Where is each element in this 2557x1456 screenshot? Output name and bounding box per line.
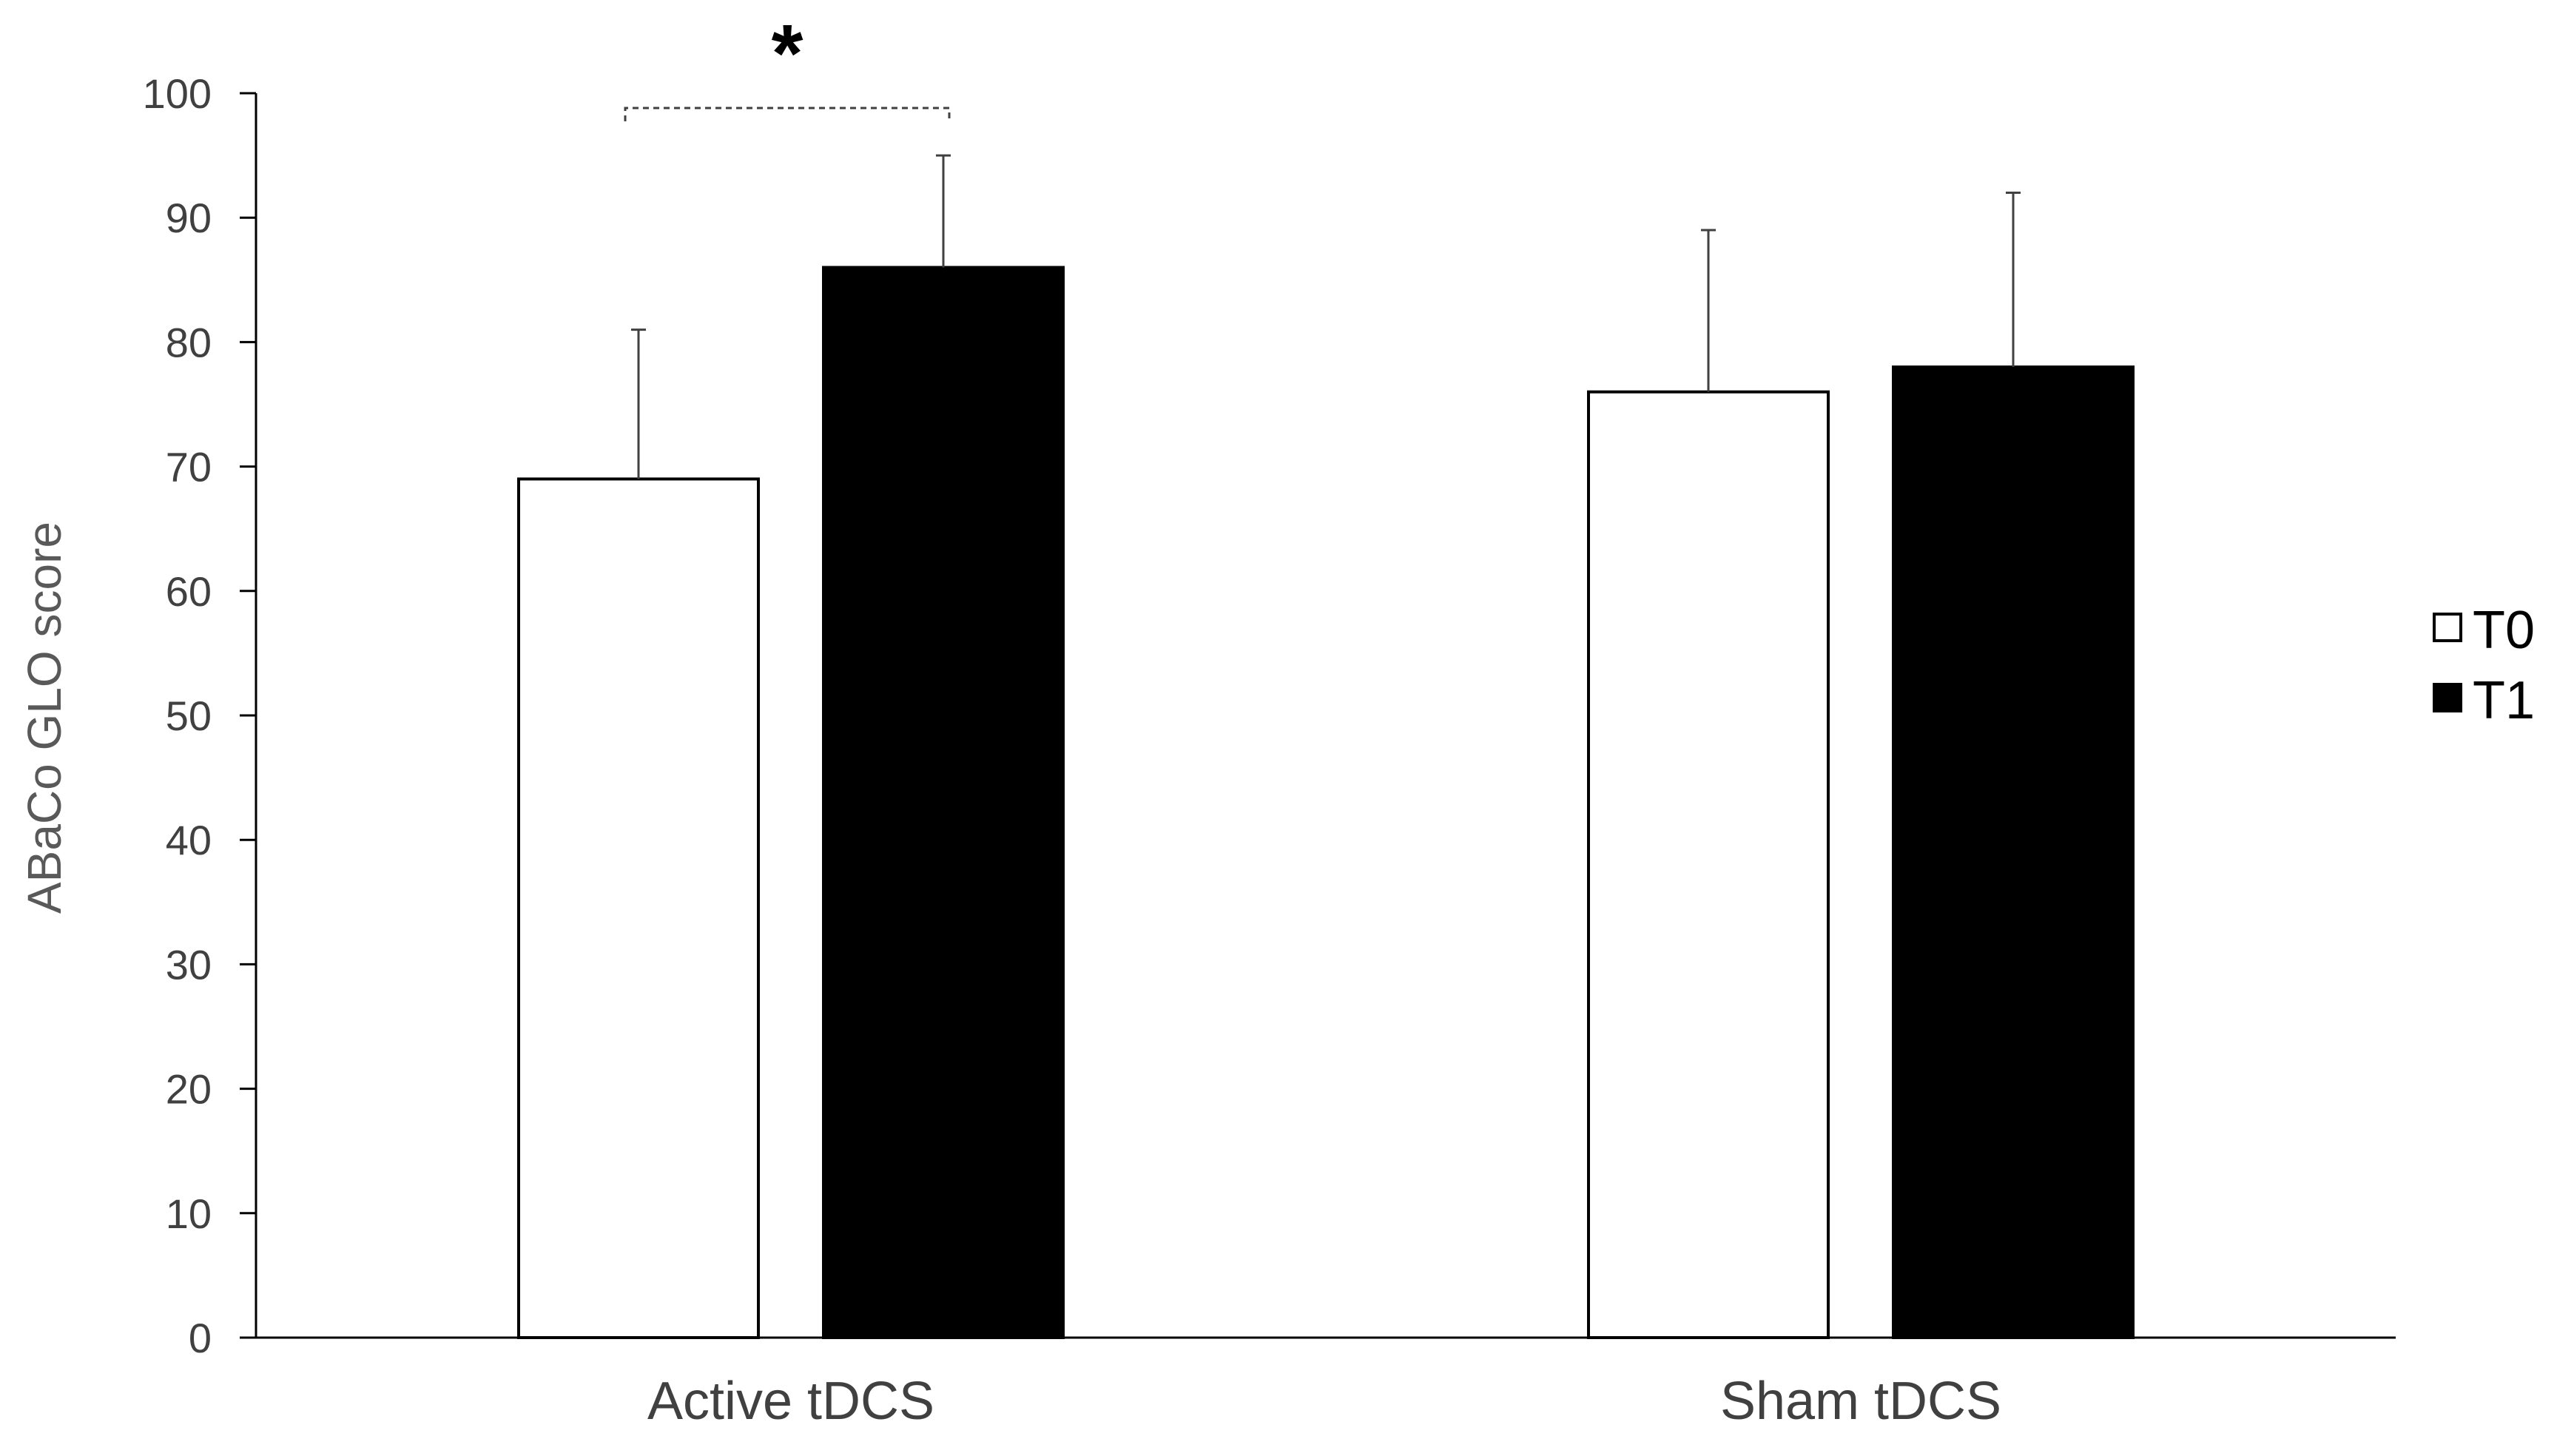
significance-star: * xyxy=(772,8,804,99)
bars-layer xyxy=(517,266,2135,1340)
significance-annotation: * xyxy=(624,8,951,121)
y-tick-label: 70 xyxy=(166,444,212,491)
y-axis-title: ABaCo GLO score xyxy=(18,522,71,914)
bar-t0-1 xyxy=(1587,390,1830,1339)
legend-label-t1: T1 xyxy=(2473,671,2535,730)
legend-label-t0: T0 xyxy=(2473,601,2535,660)
y-tick-label: 40 xyxy=(166,817,212,863)
y-tick-label: 90 xyxy=(166,195,212,241)
bar-t1-0 xyxy=(822,266,1065,1340)
significance-bracket xyxy=(624,107,951,121)
y-axis: 0 10 20 30 40 50 60 70 80 90 100 xyxy=(143,70,257,1361)
y-tick-label: 80 xyxy=(166,319,212,365)
y-tick-label: 60 xyxy=(166,568,212,615)
y-tick-label: 100 xyxy=(143,70,212,117)
bar-t0-0 xyxy=(517,477,760,1339)
y-tick-label: 0 xyxy=(189,1315,212,1361)
legend-swatch-t0 xyxy=(2433,613,2462,642)
y-tick-label: 50 xyxy=(166,692,212,739)
x-category-label: Active tDCS xyxy=(647,1372,934,1431)
y-tick-label: 20 xyxy=(166,1066,212,1113)
x-category-label: Sham tDCS xyxy=(1720,1372,2001,1431)
legend-swatch-t1 xyxy=(2433,683,2462,712)
x-axis: Active tDCS Sham tDCS xyxy=(256,1336,2396,1431)
error-bars-layer xyxy=(631,154,2021,479)
bar-t1-1 xyxy=(1892,365,2135,1339)
y-tick-label: 30 xyxy=(166,941,212,988)
y-tick-label: 10 xyxy=(166,1190,212,1237)
